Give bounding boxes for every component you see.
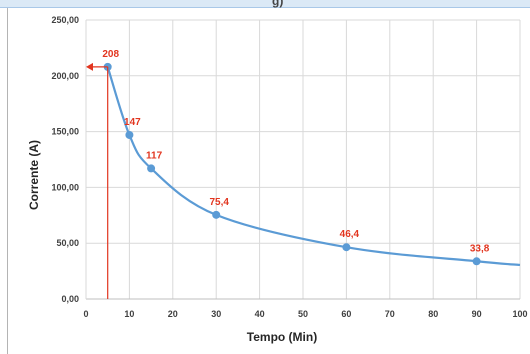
data-label: 147	[124, 117, 141, 128]
data-point	[212, 210, 221, 219]
left-divider	[7, 8, 8, 354]
x-tick-label: 90	[472, 309, 482, 319]
y-axis-title: Corrente (A)	[27, 140, 41, 210]
data-label: 46,4	[340, 229, 360, 240]
y-tick-label: 250,00	[51, 15, 79, 25]
top-strip: g)	[0, 0, 530, 8]
axes	[85, 20, 520, 300]
data-point	[472, 257, 481, 266]
x-tick-label: 80	[428, 309, 438, 319]
header-fragment: g)	[272, 0, 284, 8]
data-label: 75,4	[209, 197, 229, 208]
data-label: 117	[146, 150, 163, 161]
tick-labels: 0 10 20 30 40 50 60 70 80 90 100 0,00 50,00 100,00 150…	[51, 15, 527, 319]
y-tick-label: 200,00	[51, 71, 79, 81]
x-tick-label: 50	[298, 309, 308, 319]
y-tick-label: 150,00	[51, 127, 79, 137]
y-tick-label: 50,00	[56, 238, 79, 248]
x-axis-title: Tempo (Min)	[247, 330, 317, 344]
reference-lines	[86, 62, 109, 299]
data-point	[125, 130, 134, 139]
x-tick-label: 10	[124, 309, 134, 319]
series-line	[106, 66, 521, 267]
data-series	[103, 62, 521, 267]
x-tick-label: 60	[341, 309, 351, 319]
data-point	[342, 243, 351, 252]
data-point	[147, 164, 156, 173]
data-label: 33,8	[470, 243, 490, 254]
x-tick-label: 70	[385, 309, 395, 319]
x-tick-label: 40	[255, 309, 265, 319]
data-label: 208	[102, 49, 119, 60]
x-tick-label: 30	[211, 309, 221, 319]
data-labels: 208 147 117 75,4 46,4 33,8	[102, 49, 489, 254]
x-tick-label: 20	[168, 309, 178, 319]
y-tick-label: 0,00	[61, 294, 79, 304]
x-tick-label: 0	[83, 309, 88, 319]
x-tick-label: 100	[512, 309, 527, 319]
arrow-head-icon	[86, 62, 93, 71]
y-tick-label: 100,00	[51, 182, 79, 192]
